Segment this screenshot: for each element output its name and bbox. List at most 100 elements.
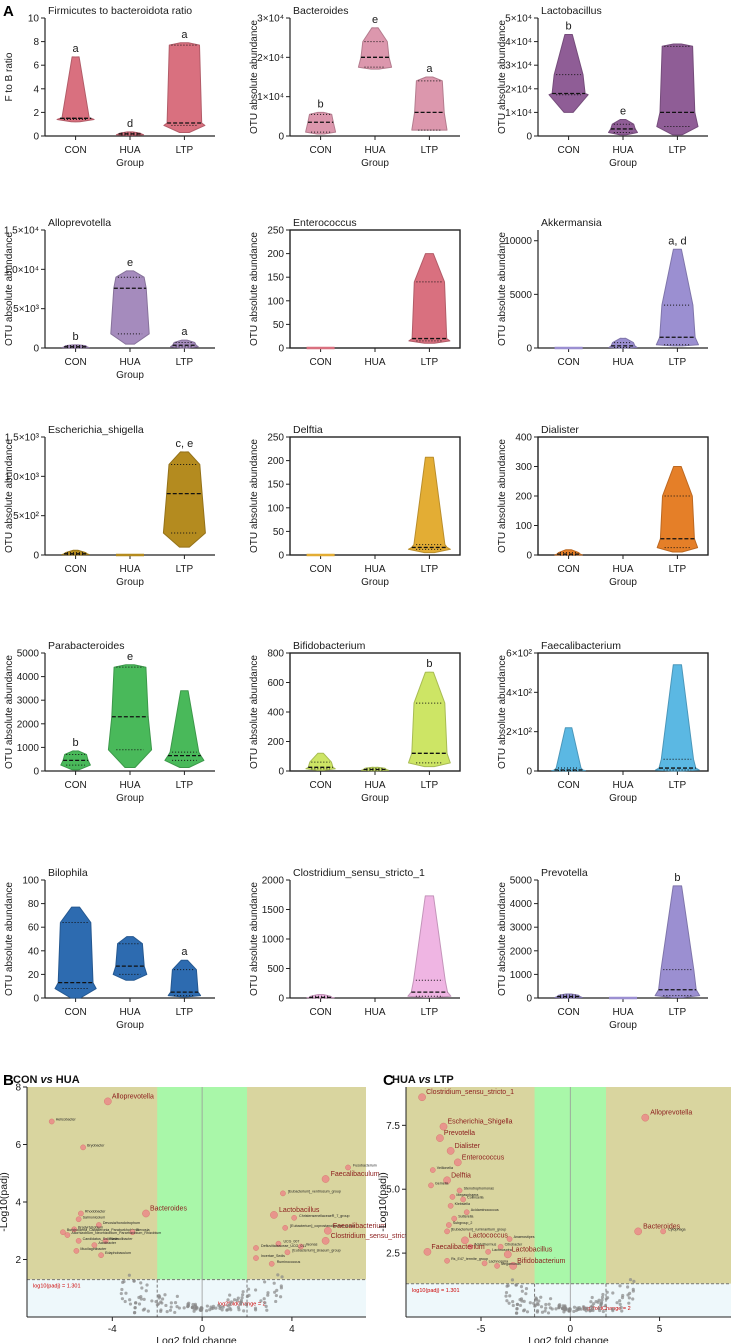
x-axis-label: Log2 fold change [156, 1335, 237, 1343]
point-marker [443, 1176, 451, 1185]
y-tick-label: 1×10⁴ [505, 108, 532, 119]
y-tick-label: 0 [526, 767, 532, 778]
violin-group-hua [608, 337, 638, 349]
x-tick-label: LTP [176, 780, 194, 791]
background-point [590, 1304, 594, 1308]
background-point [279, 1295, 283, 1299]
title-part: CON [13, 1074, 41, 1086]
background-point [208, 1308, 212, 1312]
background-point [600, 1298, 604, 1302]
background-point [142, 1307, 147, 1311]
violin-group-ltp: a [167, 946, 202, 998]
background-point [632, 1279, 636, 1283]
y-tick-label: 80 [28, 899, 40, 910]
volcano-point: Cytophaga [660, 1227, 686, 1235]
y-tick-label: 200 [267, 737, 284, 748]
y-tick-label: 7.5 [386, 1121, 400, 1132]
background-point [627, 1301, 631, 1305]
point-label: Escherichia_Shigella [448, 1119, 513, 1126]
x-tick-label: LTP [669, 564, 687, 575]
x-tick-label: CON [557, 357, 579, 368]
volcano-point: Bacteroides [142, 1206, 187, 1218]
y-tick-label: 1000 [510, 970, 533, 981]
chart-title: Dialister [541, 424, 579, 436]
background-point [122, 1280, 126, 1284]
x-tick-label: HUA [119, 780, 140, 791]
background-point [577, 1305, 581, 1310]
background-point [554, 1307, 558, 1311]
y-tick-label: 6 [33, 61, 39, 72]
volcano-point: Rs_E47_termite_group [444, 1257, 488, 1264]
point-label: Incertae_Sedis [261, 1254, 285, 1258]
background-point [558, 1303, 562, 1307]
y-tick-label: 150 [267, 273, 284, 284]
violin-group-ltp: c, e [162, 438, 206, 548]
x-axis-label: Group [116, 793, 144, 804]
volcano-point: Acidothermus [467, 1243, 496, 1250]
significance-letter: e [620, 105, 626, 117]
background-point [505, 1299, 509, 1303]
x-tick-label: LTP [176, 357, 194, 368]
background-point [139, 1281, 143, 1285]
violin-body [54, 906, 97, 999]
title-part: HUA [53, 1074, 80, 1086]
y-tick-label: 0 [278, 344, 284, 355]
y-tick-label: 0 [278, 551, 284, 562]
y-tick-label: 0 [33, 994, 39, 1005]
background-point [175, 1294, 179, 1298]
violin-group-ltp: b [654, 872, 701, 999]
chart-title: Alloprevotella [48, 217, 111, 229]
background-point [220, 1308, 224, 1312]
x-tick-label: -5 [477, 1324, 486, 1335]
y-tick-label: 2 [33, 108, 39, 119]
violin-body [163, 42, 206, 133]
background-point [133, 1310, 137, 1315]
background-point [192, 1309, 196, 1313]
point-label: Alloprevotella [650, 1110, 692, 1117]
violin-body [357, 27, 393, 70]
y-tick-label: 2×10² [506, 727, 533, 738]
violin-body [551, 727, 586, 772]
point-label: Fusobacterium [353, 1164, 377, 1168]
volcano-point: Edaphobaculum [98, 1251, 131, 1259]
volcano-panel-volcano_c: HUA vs LTP log10(padj) = 1.301 log2foldCha… [377, 1074, 731, 1343]
violin-body [608, 337, 638, 349]
point-label: Defluviitaleaceae_UCG_011 [261, 1244, 306, 1248]
chart-title: Clostridium_sensu_stricto_1 [293, 867, 425, 879]
point-marker [280, 1190, 286, 1197]
background-point [232, 1298, 237, 1302]
padj-threshold-label: log10(padj) = 1.301 [412, 1288, 460, 1294]
background-point [621, 1293, 625, 1298]
y-tick-label: 0 [33, 132, 39, 143]
volcano-point: Incertae_Sedis [253, 1254, 285, 1261]
background-point [154, 1300, 158, 1304]
background-point [159, 1308, 163, 1312]
background-point [539, 1295, 543, 1299]
y-tick-label: 300 [515, 462, 532, 473]
non-significant-points [504, 1277, 636, 1315]
point-label: Subgroup_2 [453, 1221, 473, 1225]
point-marker [481, 1260, 488, 1267]
volcano-point: Megasphaera [449, 1193, 478, 1200]
y-tick-label: 0 [33, 551, 39, 562]
point-label: Collinsella [467, 1195, 483, 1199]
y-axis-label: OTU absolute abundance [4, 439, 15, 553]
point-label: Megamonas [501, 1262, 521, 1266]
point-label: Stenotrophomonas [464, 1187, 495, 1191]
volcano-point: Alloprevotella [103, 1093, 154, 1106]
violin-body [656, 43, 699, 136]
x-tick-label: CON [557, 564, 579, 575]
y-tick-label: 8 [33, 37, 39, 48]
y-axis-label: OTU absolute abundance [4, 655, 15, 769]
y-tick-label: 4×10² [506, 688, 533, 699]
chart-title: Prevotella [541, 867, 588, 879]
volcano-point: Bifidobacterium [509, 1258, 566, 1270]
point-marker [509, 1262, 517, 1270]
point-label: [Eubacterium]_ruminantium_group [451, 1227, 506, 1231]
background-point [515, 1302, 520, 1306]
point-label: Bryobacter [87, 1143, 105, 1147]
point-marker [451, 1215, 458, 1222]
x-tick-label: HUA [364, 1007, 385, 1018]
background-point [194, 1306, 198, 1310]
point-label: Lactobacillus [279, 1207, 320, 1214]
